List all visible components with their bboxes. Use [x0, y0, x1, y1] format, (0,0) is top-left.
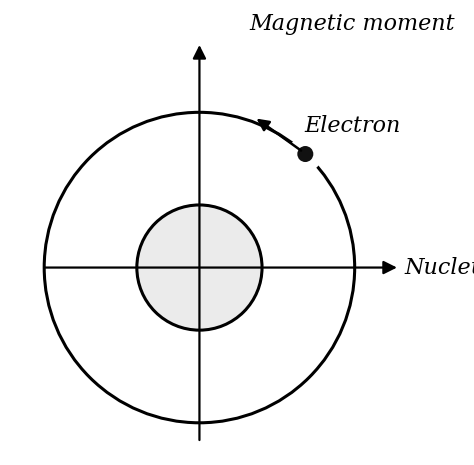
Circle shape: [288, 137, 323, 172]
Text: Magnetic moment: Magnetic moment: [249, 13, 455, 35]
Circle shape: [137, 205, 262, 330]
Circle shape: [297, 146, 313, 162]
Text: Nucleus: Nucleus: [405, 257, 474, 279]
Text: Electron: Electron: [305, 115, 401, 137]
